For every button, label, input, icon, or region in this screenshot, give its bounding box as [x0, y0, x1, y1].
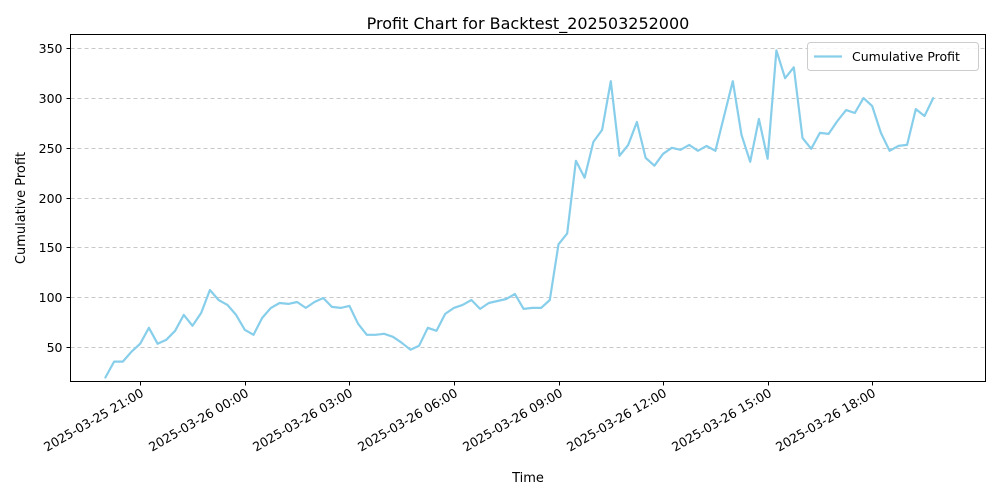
x-tick-label: 2025-03-26 09:00 — [460, 385, 565, 454]
legend-box — [807, 42, 979, 71]
x-tick-label: 2025-03-26 00:00 — [146, 385, 251, 454]
x-tick-label: 2025-03-26 15:00 — [669, 385, 774, 454]
x-tick-label: 2025-03-26 18:00 — [773, 385, 878, 454]
y-axis-label: Cumulative Profit — [14, 152, 29, 264]
x-tick-label: 2025-03-26 06:00 — [355, 385, 460, 454]
x-tick-label: 2025-03-26 12:00 — [564, 385, 669, 454]
grid-lines — [70, 48, 986, 348]
x-tick-label: 2025-03-25 21:00 — [41, 385, 146, 454]
x-axis-label: Time — [511, 471, 544, 486]
y-axis-ticks: 50 100 150 200 250 300 350 — [39, 41, 71, 355]
y-tick-label: 300 — [39, 91, 63, 106]
legend-label: Cumulative Profit — [852, 49, 960, 64]
x-axis-ticks: 2025-03-25 21:00 2025-03-26 00:002025-03-… — [41, 381, 878, 454]
y-tick-label: 150 — [39, 240, 63, 255]
series-line-cumulative-profit — [104, 49, 935, 379]
legend: Cumulative Profit — [807, 42, 979, 71]
y-tick-label: 250 — [39, 141, 63, 156]
y-tick-label: 50 — [47, 340, 63, 355]
y-tick-label: 200 — [39, 191, 63, 206]
chart-title: Profit Chart for Backtest_202503252000 — [367, 14, 690, 34]
y-tick-label: 350 — [39, 41, 63, 56]
y-tick-label: 100 — [39, 290, 63, 305]
x-tick-label: 2025-03-26 03:00 — [250, 385, 355, 454]
plot-frame — [70, 34, 986, 382]
